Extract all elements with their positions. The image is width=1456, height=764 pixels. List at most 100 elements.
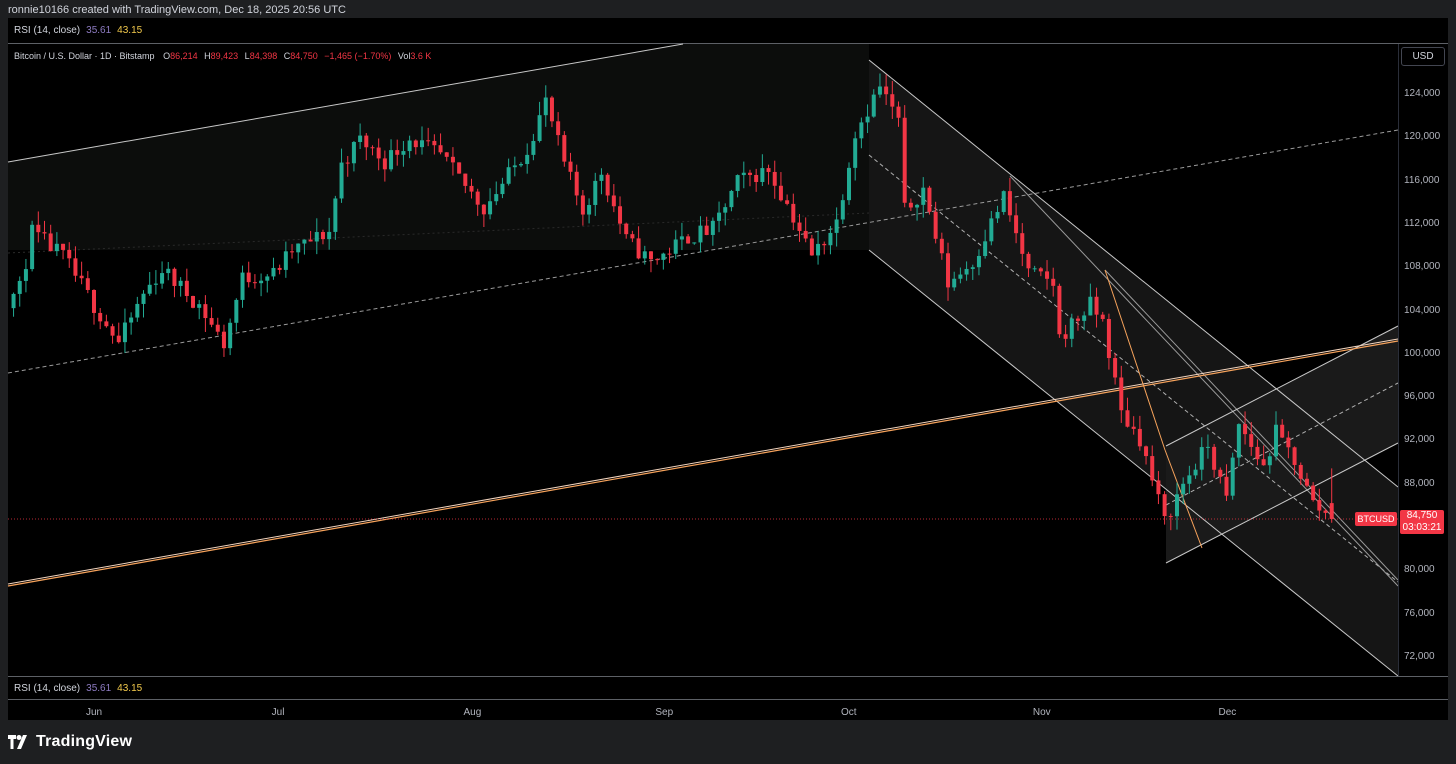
candle-body[interactable] — [351, 142, 356, 164]
candle-body[interactable] — [1057, 285, 1062, 335]
candle-body[interactable] — [382, 158, 387, 170]
candle-body[interactable] — [494, 194, 499, 202]
candle-body[interactable] — [1274, 424, 1279, 457]
candle-body[interactable] — [160, 273, 165, 284]
candle-body[interactable] — [754, 174, 759, 183]
candle-body[interactable] — [921, 187, 926, 205]
candle-body[interactable] — [209, 318, 214, 325]
candle-body[interactable] — [809, 238, 814, 256]
candle-body[interactable] — [593, 180, 598, 205]
candle-body[interactable] — [1131, 426, 1136, 429]
candle-body[interactable] — [203, 304, 208, 319]
candle-body[interactable] — [735, 175, 740, 191]
candle-body[interactable] — [679, 236, 684, 240]
candle-body[interactable] — [877, 86, 882, 95]
candle-body[interactable] — [1094, 296, 1099, 315]
candle-body[interactable] — [407, 140, 412, 152]
candle-body[interactable] — [908, 202, 913, 208]
candle-body[interactable] — [1236, 424, 1241, 458]
candle-body[interactable] — [73, 258, 78, 276]
candle-body[interactable] — [1069, 318, 1074, 339]
candle-body[interactable] — [1280, 424, 1285, 438]
candle-body[interactable] — [481, 204, 486, 215]
candle-body[interactable] — [1199, 447, 1204, 470]
candle-body[interactable] — [197, 304, 202, 308]
candle-body[interactable] — [419, 140, 424, 148]
candle-body[interactable] — [308, 239, 313, 242]
candle-body[interactable] — [816, 243, 821, 256]
candle-body[interactable] — [1292, 447, 1297, 465]
candle-body[interactable] — [122, 322, 127, 343]
candle-body[interactable] — [1249, 434, 1254, 447]
candle-body[interactable] — [1100, 314, 1105, 319]
candle-body[interactable] — [834, 219, 839, 233]
candle-body[interactable] — [946, 253, 951, 288]
candle-body[interactable] — [23, 269, 28, 281]
candle-body[interactable] — [549, 97, 554, 122]
candle-body[interactable] — [1150, 456, 1155, 481]
candle-body[interactable] — [760, 168, 765, 183]
candle-body[interactable] — [778, 185, 783, 201]
candle-body[interactable] — [1261, 459, 1266, 466]
candle-body[interactable] — [36, 224, 41, 233]
candle-body[interactable] — [927, 187, 932, 212]
candle-body[interactable] — [723, 207, 728, 213]
candle-body[interactable] — [246, 272, 251, 283]
candle-body[interactable] — [890, 94, 895, 107]
candle-body[interactable] — [1187, 475, 1192, 484]
candle-body[interactable] — [673, 239, 678, 254]
candle-body[interactable] — [1230, 457, 1235, 496]
candle-body[interactable] — [500, 183, 505, 195]
candle-body[interactable] — [562, 135, 567, 162]
candle-body[interactable] — [92, 289, 96, 313]
candle-body[interactable] — [17, 280, 22, 294]
candle-body[interactable] — [358, 135, 363, 143]
candle-body[interactable] — [252, 282, 257, 284]
candle-body[interactable] — [166, 268, 171, 274]
candle-body[interactable] — [859, 122, 864, 139]
candle-body[interactable] — [1255, 446, 1260, 460]
candle-body[interactable] — [110, 326, 115, 336]
candle-body[interactable] — [339, 162, 344, 199]
candle-body[interactable] — [1162, 494, 1167, 517]
candle-body[interactable] — [1205, 446, 1210, 448]
candle-body[interactable] — [1156, 480, 1161, 495]
candle-body[interactable] — [1329, 503, 1334, 519]
currency-button[interactable]: USD — [1401, 47, 1445, 66]
candle-body[interactable] — [444, 152, 449, 157]
candle-body[interactable] — [1311, 485, 1316, 501]
candle-body[interactable] — [1045, 271, 1050, 279]
candle-body[interactable] — [624, 223, 629, 235]
candle-body[interactable] — [1063, 334, 1068, 339]
candle-body[interactable] — [556, 121, 561, 136]
candle-body[interactable] — [221, 331, 226, 349]
candle-body[interactable] — [506, 167, 511, 184]
candle-body[interactable] — [1267, 456, 1272, 466]
candle-body[interactable] — [1038, 268, 1043, 272]
rsi-header-bottom[interactable]: RSI (14, close) 35.61 43.15 — [14, 683, 142, 694]
candle-body[interactable] — [1113, 358, 1118, 378]
candle-body[interactable] — [1174, 494, 1179, 517]
candle-body[interactable] — [1218, 469, 1223, 477]
candle-body[interactable] — [1137, 428, 1142, 447]
candle-body[interactable] — [228, 322, 233, 349]
candle-body[interactable] — [30, 224, 35, 270]
rsi-header-top[interactable]: RSI (14, close) 35.61 43.15 — [14, 25, 142, 36]
candle-body[interactable] — [840, 200, 845, 220]
candle-body[interactable] — [1125, 410, 1130, 427]
candle-body[interactable] — [259, 280, 264, 284]
candle-body[interactable] — [67, 249, 72, 259]
candle-body[interactable] — [283, 251, 288, 270]
candle-body[interactable] — [970, 267, 975, 269]
candle-body[interactable] — [104, 321, 109, 327]
candle-body[interactable] — [791, 203, 796, 223]
candle-body[interactable] — [939, 238, 944, 254]
candle-body[interactable] — [1323, 510, 1328, 513]
candle-body[interactable] — [531, 140, 536, 155]
candle-body[interactable] — [605, 174, 610, 196]
candle-body[interactable] — [667, 253, 672, 255]
candle-body[interactable] — [648, 251, 653, 260]
candle-body[interactable] — [290, 251, 295, 253]
candle-body[interactable] — [1026, 253, 1031, 269]
